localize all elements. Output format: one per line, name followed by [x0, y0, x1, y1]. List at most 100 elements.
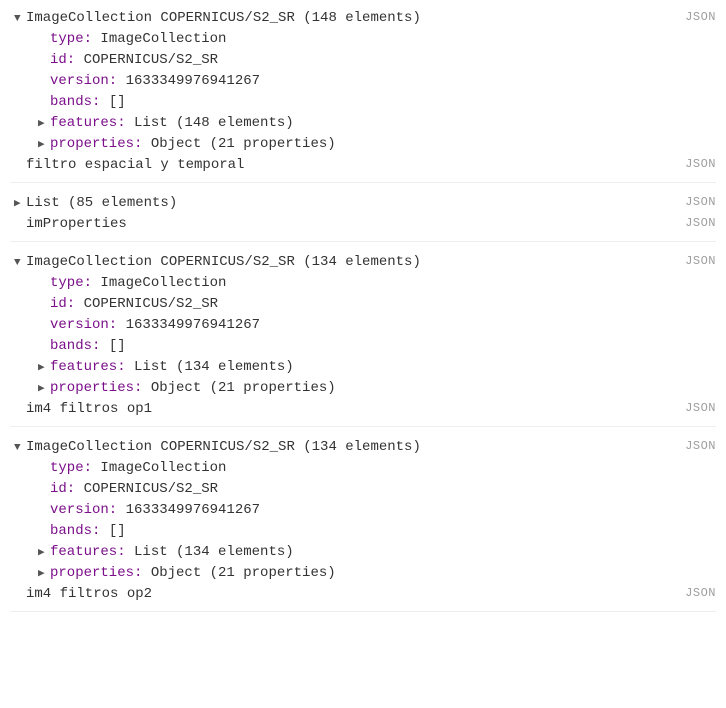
property-value: [] — [100, 338, 125, 354]
property-value: ImageCollection — [92, 275, 226, 291]
property-row: ▶version: 1633349976941267 — [10, 500, 716, 521]
property-label: bands: [] — [50, 521, 666, 542]
json-link[interactable]: JSON — [685, 252, 716, 270]
footer-text: im4 filtros op1 — [26, 399, 666, 420]
json-link[interactable]: JSON — [685, 399, 716, 417]
child-label[interactable]: properties: Object (21 properties) — [50, 134, 666, 155]
child-key: properties: — [50, 380, 142, 396]
json-link[interactable]: JSON — [685, 193, 716, 211]
json-link[interactable]: JSON — [685, 584, 716, 602]
child-label[interactable]: features: List (134 elements) — [50, 357, 666, 378]
expand-toggle[interactable]: ▶ — [38, 566, 50, 583]
property-label: type: ImageCollection — [50, 273, 666, 294]
property-row: ▶id: COPERNICUS/S2_SR — [10, 50, 716, 71]
property-key: type: — [50, 460, 92, 476]
property-row: ▶version: 1633349976941267 — [10, 71, 716, 92]
property-row: ▶type: ImageCollection — [10, 458, 716, 479]
property-row: ▶version: 1633349976941267 — [10, 315, 716, 336]
property-key: version: — [50, 317, 117, 333]
footer-text: filtro espacial y temporal — [26, 155, 666, 176]
property-value: ImageCollection — [92, 31, 226, 47]
json-link[interactable]: JSON — [685, 155, 716, 173]
child-row: ▶properties: Object (21 properties) — [10, 134, 716, 155]
block-header-row: ▼ImageCollection COPERNICUS/S2_SR (134 e… — [10, 252, 716, 273]
child-label[interactable]: properties: Object (21 properties) — [50, 563, 666, 584]
property-value: 1633349976941267 — [117, 73, 260, 89]
property-key: bands: — [50, 338, 100, 354]
json-link[interactable]: JSON — [685, 214, 716, 232]
expand-toggle[interactable]: ▶ — [14, 196, 26, 213]
child-value: List (134 elements) — [126, 544, 294, 560]
child-row: ▶features: List (134 elements) — [10, 357, 716, 378]
child-key: properties: — [50, 565, 142, 581]
property-key: bands: — [50, 523, 100, 539]
list-row: ▶List (85 elements) JSON — [10, 193, 716, 214]
json-link[interactable]: JSON — [685, 8, 716, 26]
child-value: Object (21 properties) — [142, 136, 335, 152]
property-label: id: COPERNICUS/S2_SR — [50, 479, 666, 500]
property-value: [] — [100, 94, 125, 110]
block-title[interactable]: ImageCollection COPERNICUS/S2_SR (134 el… — [26, 437, 666, 458]
collapse-toggle[interactable]: ▼ — [14, 255, 26, 272]
property-key: id: — [50, 52, 75, 68]
property-label: version: 1633349976941267 — [50, 500, 666, 521]
property-label: bands: [] — [50, 336, 666, 357]
child-value: List (148 elements) — [126, 115, 294, 131]
child-key: features: — [50, 359, 126, 375]
console-block: ▼ImageCollection COPERNICUS/S2_SR (134 e… — [10, 437, 716, 612]
footer-row: im4 filtros op2JSON — [10, 584, 716, 605]
child-row: ▶features: List (148 elements) — [10, 113, 716, 134]
property-row: ▶type: ImageCollection — [10, 29, 716, 50]
property-value: COPERNICUS/S2_SR — [75, 481, 218, 497]
expand-toggle[interactable]: ▶ — [38, 137, 50, 154]
expand-toggle[interactable]: ▶ — [38, 116, 50, 133]
child-label[interactable]: features: List (148 elements) — [50, 113, 666, 134]
property-label: version: 1633349976941267 — [50, 315, 666, 336]
property-key: version: — [50, 502, 117, 518]
property-label: version: 1633349976941267 — [50, 71, 666, 92]
collapse-toggle[interactable]: ▼ — [14, 11, 26, 28]
property-label: id: COPERNICUS/S2_SR — [50, 50, 666, 71]
child-key: features: — [50, 115, 126, 131]
child-label[interactable]: properties: Object (21 properties) — [50, 378, 666, 399]
console-block: ▶List (85 elements)JSONimPropertiesJSON — [10, 193, 716, 242]
footer-row: im4 filtros op1 JSON — [10, 399, 716, 420]
property-row: ▶bands: [] — [10, 521, 716, 542]
property-label: type: ImageCollection — [50, 458, 666, 479]
block-title[interactable]: ImageCollection COPERNICUS/S2_SR (134 el… — [26, 252, 666, 273]
property-key: bands: — [50, 94, 100, 110]
console-block: ▼ImageCollection COPERNICUS/S2_SR (148 e… — [10, 8, 716, 183]
child-key: features: — [50, 544, 126, 560]
list-row: imPropertiesJSON — [10, 214, 716, 235]
footer-row: filtro espacial y temporal JSON — [10, 155, 716, 176]
expand-toggle[interactable]: ▶ — [38, 360, 50, 377]
child-row: ▶features: List (134 elements) — [10, 542, 716, 563]
block-header-row: ▼ImageCollection COPERNICUS/S2_SR (148 e… — [10, 8, 716, 29]
child-key: properties: — [50, 136, 142, 152]
child-label[interactable]: features: List (134 elements) — [50, 542, 666, 563]
row-text[interactable]: List (85 elements) — [26, 193, 666, 214]
property-value: ImageCollection — [92, 460, 226, 476]
child-value: Object (21 properties) — [142, 565, 335, 581]
block-header-row: ▼ImageCollection COPERNICUS/S2_SR (134 e… — [10, 437, 716, 458]
child-row: ▶properties: Object (21 properties) — [10, 378, 716, 399]
property-row: ▶id: COPERNICUS/S2_SR — [10, 479, 716, 500]
property-row: ▶bands: [] — [10, 92, 716, 113]
property-key: id: — [50, 481, 75, 497]
property-value: [] — [100, 523, 125, 539]
block-title[interactable]: ImageCollection COPERNICUS/S2_SR (148 el… — [26, 8, 666, 29]
property-value: 1633349976941267 — [117, 317, 260, 333]
property-value: COPERNICUS/S2_SR — [75, 52, 218, 68]
expand-toggle[interactable]: ▶ — [38, 381, 50, 398]
json-link[interactable]: JSON — [685, 437, 716, 455]
property-key: type: — [50, 275, 92, 291]
property-row: ▶bands: [] — [10, 336, 716, 357]
property-value: 1633349976941267 — [117, 502, 260, 518]
property-key: id: — [50, 296, 75, 312]
collapse-toggle[interactable]: ▼ — [14, 440, 26, 457]
property-value: COPERNICUS/S2_SR — [75, 296, 218, 312]
property-key: version: — [50, 73, 117, 89]
property-label: type: ImageCollection — [50, 29, 666, 50]
property-label: bands: [] — [50, 92, 666, 113]
expand-toggle[interactable]: ▶ — [38, 545, 50, 562]
